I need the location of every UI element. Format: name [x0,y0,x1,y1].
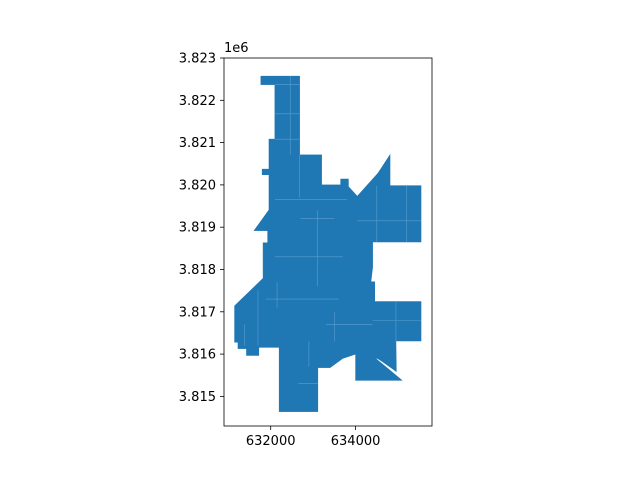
y-tick-label: 3.815 [179,390,216,405]
y-tick-label: 3.817 [179,305,216,320]
y-tick-label: 3.816 [179,348,216,363]
x-tick-label: 632000 [246,434,296,449]
y-offset-label: 1e6 [224,41,249,56]
x-tick-label: 634000 [331,434,381,449]
y-tick-label: 3.820 [179,178,216,193]
y-ticks: 3.815 3.816 3.817 3.818 3.819 3.820 3.821 3.822… [179,52,224,405]
y-tick-label: 3.819 [179,221,216,236]
y-tick-label: 3.823 [179,52,216,67]
x-ticks: 632000 634000 [246,426,381,449]
y-tick-label: 3.822 [179,94,216,109]
map-fill-layer [234,75,422,412]
y-tick-label: 3.818 [179,263,216,278]
internal-boundaries-layer [244,76,421,385]
y-tick-label: 3.821 [179,136,216,151]
city-boundary-polygon [234,75,422,412]
axes-frame [223,57,433,427]
